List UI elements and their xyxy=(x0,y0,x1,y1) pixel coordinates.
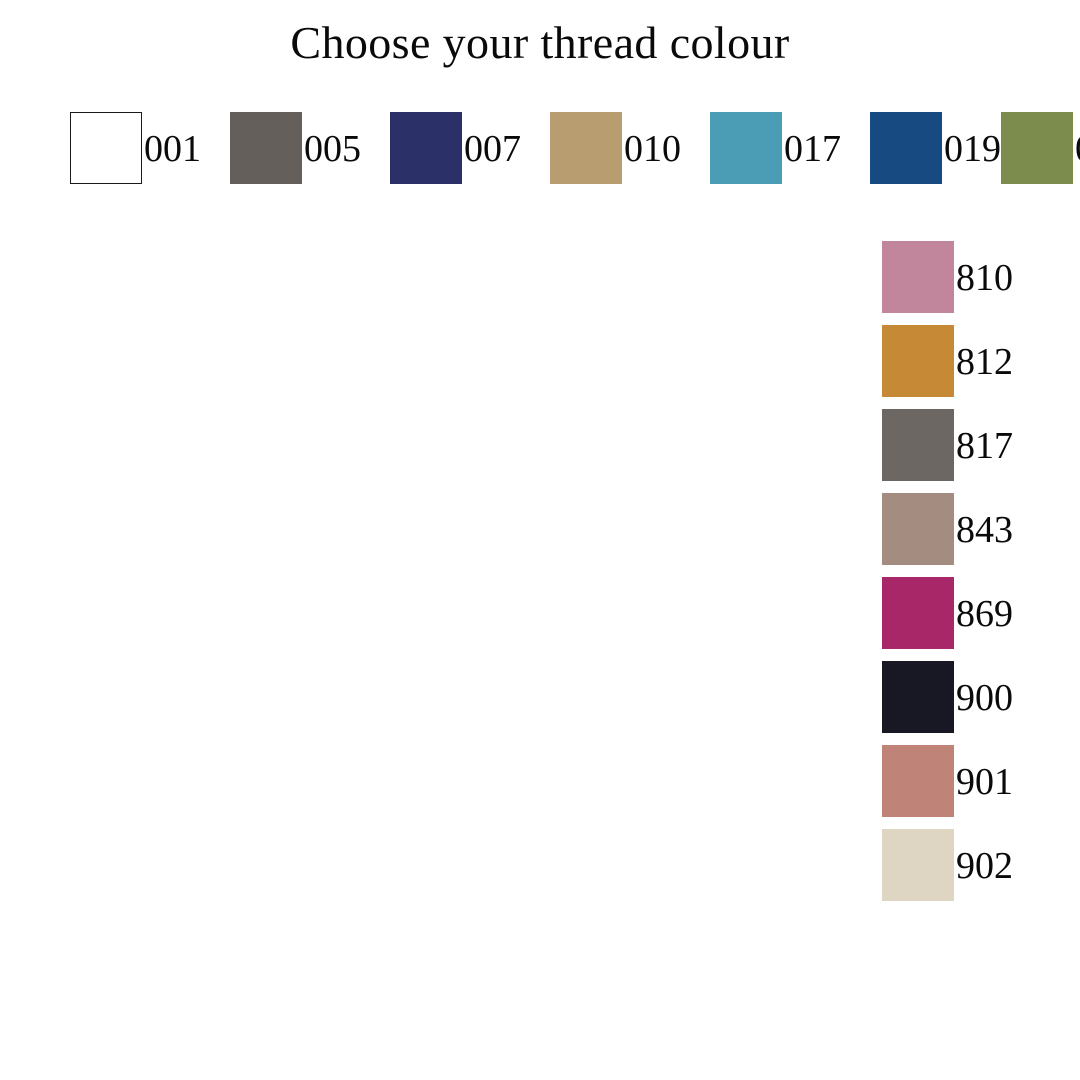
colour-chip-019[interactable] xyxy=(870,112,942,184)
thread-swatch-902[interactable]: 902 xyxy=(882,823,1062,907)
colour-chip-001[interactable] xyxy=(70,112,142,184)
thread-swatch-010[interactable]: 010 xyxy=(550,106,710,190)
colour-code-label: 019 xyxy=(944,128,1001,170)
colour-code-label: 010 xyxy=(624,128,681,170)
colour-code-label: 005 xyxy=(304,128,361,170)
colour-chip-869[interactable] xyxy=(882,577,954,649)
colour-chip-812[interactable] xyxy=(882,325,954,397)
colour-chip-027[interactable] xyxy=(1001,112,1073,184)
thread-swatch-017[interactable]: 017 xyxy=(710,106,870,190)
colour-code-label: 869 xyxy=(956,593,1013,635)
thread-swatch-005[interactable]: 005 xyxy=(230,106,390,190)
colour-code-label: 017 xyxy=(784,128,841,170)
colour-code-label: 812 xyxy=(956,341,1013,383)
thread-swatch-900[interactable]: 900 xyxy=(882,655,1062,739)
thread-swatch-001[interactable]: 001 xyxy=(70,106,230,190)
colour-chip-902[interactable] xyxy=(882,829,954,901)
page-title: Choose your thread colour xyxy=(290,17,790,68)
colour-code-label: 027 xyxy=(1073,130,1080,168)
colour-chip-817[interactable] xyxy=(882,409,954,481)
colour-chip-901[interactable] xyxy=(882,745,954,817)
thread-swatch-869[interactable]: 869 xyxy=(882,571,1062,655)
thread-colour-grid: 0010050070100170190270300580700790850861… xyxy=(70,106,1080,190)
colour-chip-810[interactable] xyxy=(882,241,954,313)
colour-chip-900[interactable] xyxy=(882,661,954,733)
colour-chip-843[interactable] xyxy=(882,493,954,565)
thread-swatch-843[interactable]: 843 xyxy=(882,487,1062,571)
colour-chip-017[interactable] xyxy=(710,112,782,184)
colour-code-label: 007 xyxy=(464,128,521,170)
thread-swatch-812[interactable]: 812 xyxy=(882,319,1062,403)
colour-chip-010[interactable] xyxy=(550,112,622,184)
thread-swatch-007[interactable]: 007 xyxy=(390,106,550,190)
colour-code-label: 810 xyxy=(956,257,1013,299)
thread-swatch-817[interactable]: 817 xyxy=(882,403,1062,487)
thread-swatch-901[interactable]: 901 xyxy=(882,739,1062,823)
colour-chip-005[interactable] xyxy=(230,112,302,184)
thread-swatch-810[interactable]: 810 xyxy=(882,235,1062,319)
colour-code-label: 900 xyxy=(956,677,1013,719)
colour-code-label: 902 xyxy=(956,845,1013,887)
colour-chip-007[interactable] xyxy=(390,112,462,184)
colour-code-label: 817 xyxy=(956,425,1013,467)
colour-code-label: 843 xyxy=(956,509,1013,551)
colour-code-label: 001 xyxy=(144,128,201,170)
thread-swatch-019[interactable]: 019 xyxy=(870,106,1001,190)
thread-colour-extra-column: 810 812 817 843 869 900 901 902 xyxy=(882,235,1062,907)
thread-swatch-027[interactable]: 027 xyxy=(1001,106,1080,190)
colour-code-label: 901 xyxy=(956,761,1013,803)
